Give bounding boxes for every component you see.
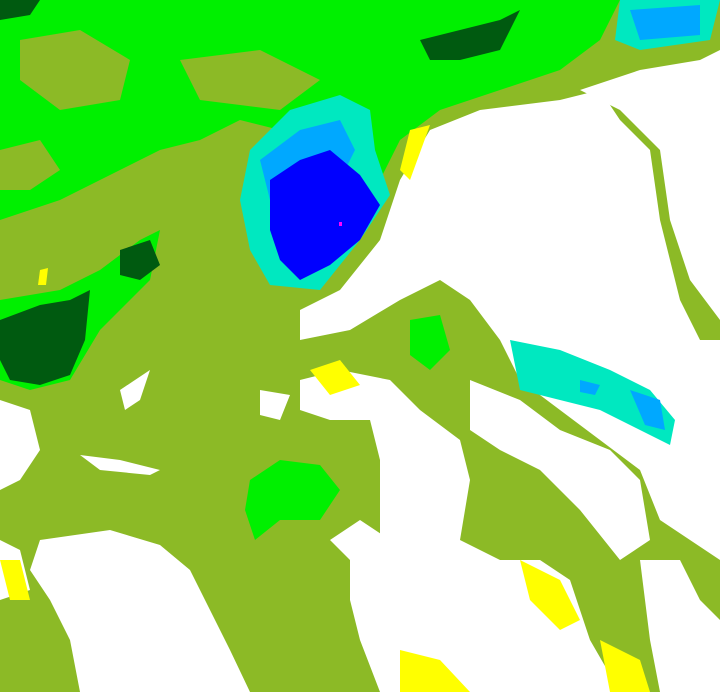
white-regions [0,50,720,692]
magenta-pixel [339,222,342,226]
yellow-regions [0,125,650,692]
blue-regions [270,150,380,280]
base-patches [0,30,320,190]
